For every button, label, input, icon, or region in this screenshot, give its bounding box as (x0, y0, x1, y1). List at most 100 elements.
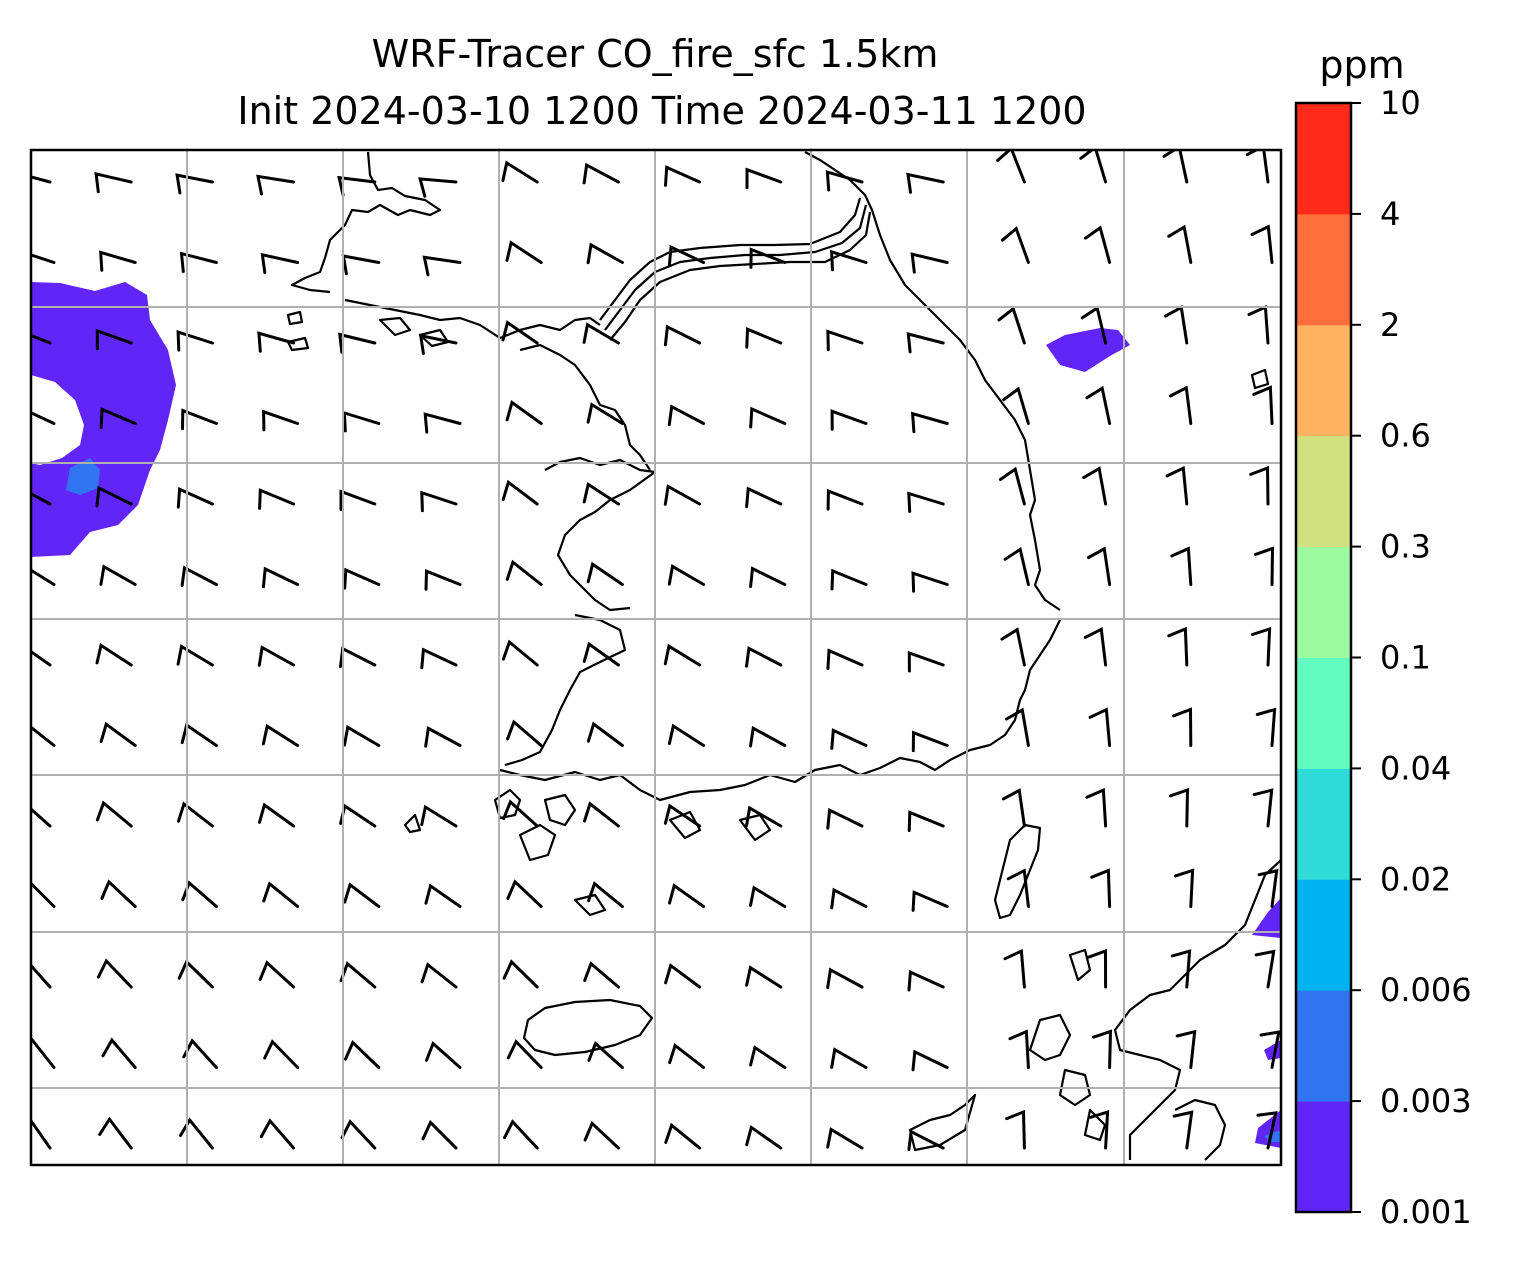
wind-barb (668, 1043, 706, 1069)
title-line-1: WRF-Tracer CO_fire_sfc 1.5km (372, 32, 939, 76)
wind-barb (749, 1045, 787, 1069)
wind-barb (826, 967, 864, 990)
wind-barb (907, 491, 945, 513)
coastline-n-korea-bay (599, 197, 862, 321)
wind-barb (1085, 385, 1112, 425)
colorbar-tick-label: 2 (1380, 306, 1400, 344)
wind-barb (176, 644, 214, 667)
wind-barb (749, 247, 787, 269)
wind-barb (1172, 707, 1193, 747)
wind-barb (1000, 627, 1026, 667)
wind-barb (1087, 948, 1108, 989)
wind-barb (749, 885, 787, 908)
colorbar-unit: ppm (1319, 43, 1404, 87)
wind-barb (907, 1129, 945, 1151)
coastline-korea-west-c (504, 613, 627, 767)
wind-barb (1165, 465, 1189, 506)
wind-barb (339, 489, 377, 511)
wind-barb (829, 249, 868, 272)
wind-barb (421, 1119, 458, 1150)
wind-barb (664, 963, 702, 989)
wind-barb (830, 568, 868, 591)
wind-barb (830, 887, 868, 910)
wind-barb (501, 479, 539, 506)
colorbar: ppm 0.001 0.003 0.006 0.02 0.04 0.1 0.3 0.6 2 4 10 (1294, 43, 1472, 1231)
wind-barb (667, 404, 706, 427)
wind-barb (998, 466, 1026, 506)
wind-barb (667, 723, 706, 747)
colorbar-segment (1296, 879, 1351, 991)
wind-barb (663, 484, 702, 506)
wind-barb (176, 486, 214, 509)
colorbar-segment (1296, 1101, 1351, 1213)
wind-barb (667, 564, 706, 586)
wind-barb (31, 1118, 52, 1150)
colorbar-tick-label: 0.02 (1380, 860, 1451, 898)
wind-barb (31, 175, 52, 184)
wind-barb (1175, 1029, 1197, 1069)
wind-barb (1162, 150, 1189, 184)
wind-barb (505, 240, 543, 264)
wind-barb (911, 730, 949, 753)
wind-barb (424, 726, 462, 748)
wind-barb (1001, 788, 1026, 828)
wind-barb (31, 725, 56, 747)
wind-barb (343, 724, 381, 747)
wind-barb (1250, 224, 1274, 264)
wind-barb (745, 326, 783, 349)
wind-barb (1255, 707, 1277, 747)
wind-barb (505, 400, 543, 425)
wind-barb (1085, 787, 1108, 828)
wind-barb (179, 1117, 214, 1150)
wind-barb (261, 566, 300, 589)
wind-barb (586, 561, 624, 586)
wind-barb (1092, 1029, 1113, 1069)
coastline-japan-islands (908, 948, 1107, 1152)
colorbar-segment (1296, 213, 1351, 326)
map-frame (29, 148, 1283, 1167)
tracer-contours (31, 282, 1281, 1148)
wind-barb (583, 801, 620, 828)
wind-barb (582, 641, 620, 667)
wind-barb (99, 564, 137, 586)
wind-barb (501, 639, 539, 667)
wind-barb (422, 255, 462, 277)
wind-barb (502, 799, 539, 828)
wind-barb (501, 160, 539, 184)
wind-barb (179, 251, 218, 273)
wind-barb (31, 492, 52, 506)
wind-barb (344, 1040, 381, 1069)
wind-barb (258, 488, 296, 510)
wind-barb (263, 1039, 300, 1069)
wind-barb (31, 807, 52, 828)
wind-barb (262, 409, 300, 432)
wind-barb (749, 725, 787, 748)
wind-barb (1245, 150, 1270, 184)
island-jeju (522, 998, 654, 1057)
wind-barb (826, 488, 864, 511)
wind-barb (667, 244, 706, 267)
title-line-2: Init 2024-03-10 1200 Time 2024-03-11 120… (237, 89, 1086, 133)
coastline-japan-kyushu-2 (1174, 1098, 1227, 1161)
wind-barb (1002, 386, 1030, 425)
wind-barb (1252, 788, 1274, 828)
wind-barb (586, 402, 624, 425)
colorbar-tick-label: 0.001 (1380, 1193, 1472, 1231)
wind-barb (1088, 1110, 1110, 1150)
wind-barb (1257, 868, 1279, 908)
wind-barb (340, 1119, 377, 1150)
wind-barb (94, 171, 133, 194)
colorbar-tick-label: 0.6 (1380, 417, 1431, 455)
wind-barb (663, 803, 702, 828)
colorbar-segment (1296, 768, 1351, 880)
wind-barb (100, 879, 137, 908)
wind-barb (98, 1116, 133, 1150)
wind-barb (1167, 626, 1189, 667)
co-plume-east-3-core (1264, 1130, 1281, 1142)
wind-barb (257, 331, 296, 353)
wind-barb (1005, 1109, 1026, 1150)
coastline-north-china (290, 151, 442, 294)
wind-barb (745, 167, 783, 190)
wind-barb (664, 165, 702, 187)
wind-barb (1259, 1030, 1281, 1069)
